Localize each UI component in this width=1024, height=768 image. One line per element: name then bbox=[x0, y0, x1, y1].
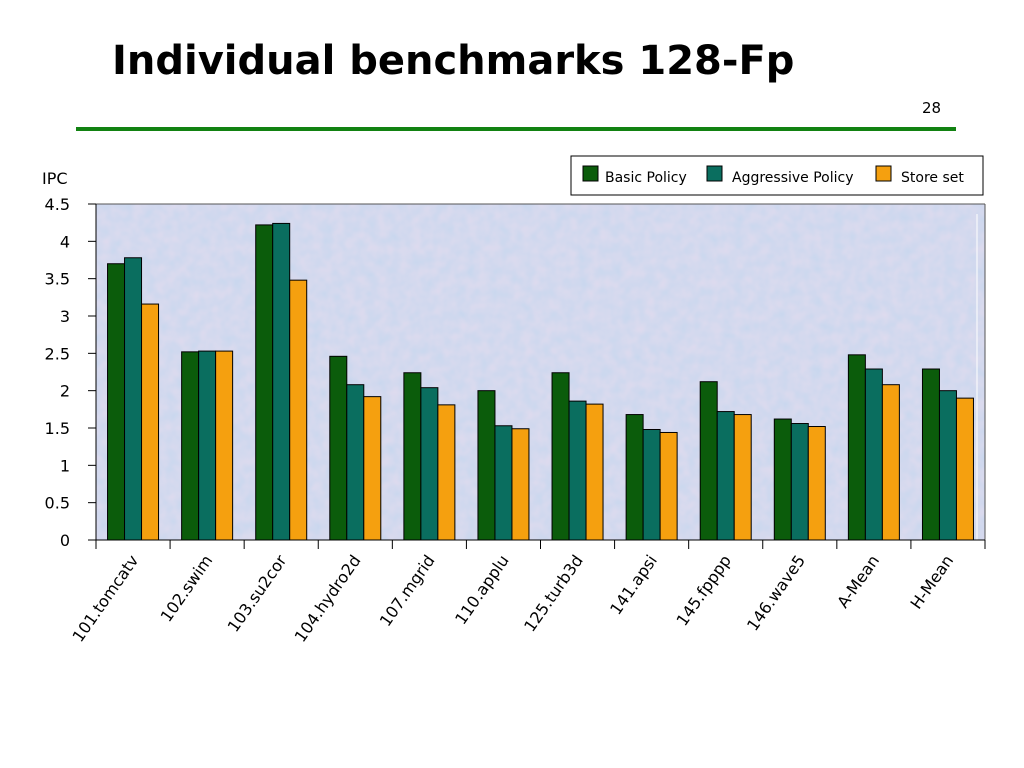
title-divider bbox=[76, 127, 956, 131]
y-tick-label: 2 bbox=[60, 382, 70, 401]
legend-label: Basic Policy bbox=[605, 170, 687, 186]
legend-swatch bbox=[706, 165, 723, 182]
y-tick-label: 2.5 bbox=[45, 344, 70, 363]
bar bbox=[107, 263, 126, 541]
bar bbox=[289, 279, 308, 541]
x-category-label: 110.applu bbox=[451, 551, 513, 628]
bar bbox=[938, 390, 957, 541]
bar bbox=[921, 368, 940, 541]
y-tick-label: 0.5 bbox=[45, 494, 70, 513]
bar bbox=[659, 431, 678, 541]
legend-swatch bbox=[582, 165, 599, 182]
y-tick-label: 1.5 bbox=[45, 419, 70, 438]
bar bbox=[733, 414, 752, 541]
y-tick-label: 4.5 bbox=[45, 195, 70, 214]
x-category-label: 102.swim bbox=[157, 551, 217, 625]
bar bbox=[181, 351, 200, 541]
y-tick-label: 0 bbox=[60, 531, 70, 550]
bar bbox=[255, 224, 274, 541]
bar bbox=[124, 257, 143, 541]
legend bbox=[570, 155, 984, 196]
bar bbox=[494, 425, 513, 541]
bar bbox=[551, 372, 570, 541]
y-tick-label: 4 bbox=[60, 232, 70, 251]
x-category-label: 103.su2cor bbox=[224, 551, 291, 636]
bar bbox=[198, 350, 217, 541]
x-category-label: 107.mgrid bbox=[376, 551, 439, 630]
bar bbox=[807, 426, 826, 541]
x-category-label: 141.apsi bbox=[606, 551, 661, 618]
bar bbox=[420, 387, 439, 541]
page-number: 28 bbox=[922, 99, 942, 117]
bar bbox=[716, 411, 735, 541]
bar bbox=[881, 384, 900, 541]
bar bbox=[773, 418, 792, 541]
bar bbox=[363, 396, 382, 541]
x-category-label: A-Mean bbox=[833, 551, 883, 611]
bar bbox=[790, 423, 809, 541]
bar bbox=[329, 355, 348, 541]
bar bbox=[847, 354, 866, 541]
bar bbox=[585, 403, 604, 541]
bar bbox=[568, 400, 587, 541]
plot-texture bbox=[96, 204, 985, 540]
legend-swatch bbox=[875, 165, 892, 182]
x-category-label: 146.wave5 bbox=[743, 551, 809, 634]
x-category-label: 145.fpppp bbox=[672, 551, 735, 629]
bar bbox=[141, 303, 160, 541]
y-tick-label: 1 bbox=[60, 456, 70, 475]
bar bbox=[642, 428, 661, 541]
x-category-label: 101.tomcatv bbox=[68, 551, 142, 645]
bar bbox=[403, 372, 422, 541]
slide-title: Individual benchmarks 128-Fp bbox=[112, 38, 795, 84]
bar bbox=[864, 368, 883, 541]
x-category-label: H-Mean bbox=[906, 551, 957, 612]
bar bbox=[511, 428, 530, 541]
bar bbox=[215, 350, 234, 541]
legend-label: Store set bbox=[901, 170, 964, 186]
bar bbox=[955, 397, 974, 541]
y-tick-label: 3 bbox=[60, 307, 70, 326]
y-axis-label: IPC bbox=[42, 169, 68, 188]
bar bbox=[437, 404, 456, 541]
y-tick-label: 3.5 bbox=[45, 270, 70, 289]
legend-label: Aggressive Policy bbox=[732, 170, 854, 186]
bar bbox=[346, 384, 365, 541]
bar bbox=[625, 414, 644, 541]
bar bbox=[477, 390, 496, 541]
bar bbox=[272, 222, 291, 541]
x-category-label: 104.hydro2d bbox=[291, 551, 365, 645]
x-category-label: 125.turb3d bbox=[520, 551, 587, 635]
bar bbox=[699, 381, 718, 541]
